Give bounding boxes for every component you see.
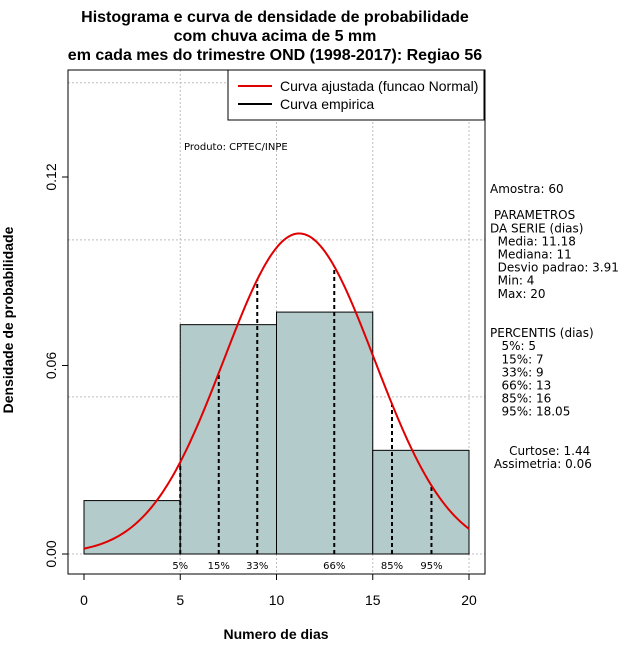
- stats-line-4: Media: 11.18: [490, 234, 576, 248]
- y-tick-label-2: 0.12: [43, 163, 59, 190]
- stats-line-15: 66%: 13: [490, 379, 551, 393]
- stats-line-0: Amostra: 60: [490, 182, 564, 196]
- product-label: Produto: CPTEC/INPE: [184, 142, 288, 153]
- histogram-bar-2: [276, 311, 374, 555]
- percentile-label-4: 85%: [381, 561, 403, 572]
- stats-line-2: PARAMETROS: [490, 208, 575, 222]
- y-axis-label: Densidade de probabilidade: [0, 226, 16, 413]
- percentile-label-1: 15%: [208, 561, 230, 572]
- normal-curve-line: [83, 232, 470, 550]
- stats-line-6: Desvio padrao: 3.91: [490, 261, 619, 275]
- stats-line-21: Assimetria: 0.06: [490, 457, 592, 471]
- y-tick-label-1: 0.06: [43, 352, 59, 379]
- x-tick-label-4: 20: [461, 592, 477, 608]
- stats-line-14: 33%: 9: [490, 365, 544, 379]
- stats-line-3: DA SERIE (dias): [490, 221, 583, 235]
- stats-line-8: Max: 20: [490, 287, 546, 301]
- stats-line-12: 5%: 5: [490, 339, 536, 353]
- stats-line-5: Mediana: 11: [490, 248, 572, 262]
- percentile-label-0: 5%: [172, 561, 188, 572]
- x-tick-label-3: 15: [365, 592, 381, 608]
- legend-box: [227, 69, 485, 121]
- x-tick-label-2: 10: [269, 592, 285, 608]
- stats-line-7: Min: 4: [490, 274, 534, 288]
- legend-normal-label: Curva ajustada (funcao Normal): [280, 78, 478, 94]
- stats-line-16: 85%: 16: [490, 392, 551, 406]
- x-axis-label: Numero de dias: [223, 626, 328, 642]
- chart-title-line-1: Histograma e curva de densidade de proba…: [81, 9, 469, 26]
- percentile-label-5: 95%: [420, 561, 442, 572]
- x-tick-label-0: 0: [80, 592, 88, 608]
- legend-empirical-label: Curva empirica: [280, 96, 374, 112]
- legend: Curva ajustada (funcao Normal) Curva emp…: [227, 69, 485, 121]
- stats-line-20: Curtose: 1.44: [490, 444, 590, 458]
- stats-line-13: 15%: 7: [490, 352, 544, 366]
- y-tick-label-0: 0.00: [43, 540, 59, 567]
- histogram-bar-1: [179, 324, 277, 555]
- percentile-label-2: 33%: [246, 561, 268, 572]
- chart-title-line-2: com chuva acima de 5 mm: [174, 28, 377, 45]
- percentile-label-3: 66%: [323, 561, 345, 572]
- stats-line-11: PERCENTIS (dias): [490, 326, 594, 340]
- chart-title-line-3: em cada mes do trimestre OND (1998-2017)…: [68, 47, 483, 64]
- plot-area: 5% 15% 33% 66% 85% 95% 0 5 10 15 20 0.00 0.06 0.12: [43, 69, 486, 608]
- stats-line-17: 95%: 18.05: [490, 405, 570, 419]
- x-tick-label-1: 5: [176, 592, 184, 608]
